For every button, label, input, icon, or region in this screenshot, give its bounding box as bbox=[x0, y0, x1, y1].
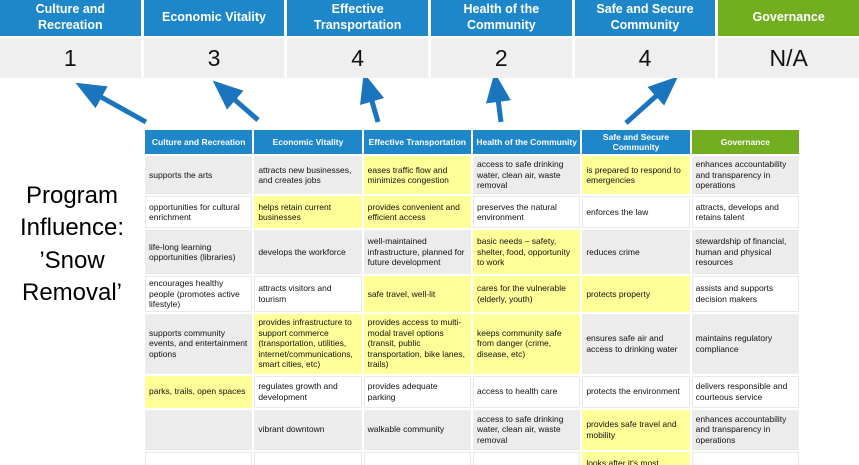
matrix-header-economic-vitality: Economic Vitality bbox=[254, 130, 362, 154]
matrix-cell-highlighted: keeps community safe from danger (crime,… bbox=[472, 313, 581, 374]
scoreboard: Culture and Recreation Economic Vitality E… bbox=[0, 0, 859, 78]
score-value-economic-vitality: 3 bbox=[143, 38, 285, 78]
matrix-body: supports the arts attracts new businesses… bbox=[145, 156, 799, 465]
arrow-layer bbox=[75, 78, 679, 125]
matrix-cell: attracts visitors and tourism bbox=[254, 276, 362, 312]
matrix-header-governance: Governance bbox=[691, 130, 799, 154]
matrix-cell: attracts new businesses, and creates job… bbox=[254, 156, 362, 194]
matrix-cell-highlighted: cares for the vulnerable (elderly, youth… bbox=[472, 276, 581, 312]
scoreboard-header-economic-vitality: Economic Vitality bbox=[143, 0, 285, 36]
score-value-safe-and-secure-community: 4 bbox=[574, 38, 716, 78]
matrix-cell: enhances accountability and transparency… bbox=[691, 156, 799, 194]
matrix-row: encourages healthy people (promotes acti… bbox=[145, 276, 799, 312]
matrix-cell: assists and supports decision makers bbox=[691, 276, 799, 312]
matrix-row: life-long learning opportunities (librar… bbox=[145, 230, 799, 274]
matrix-cell bbox=[363, 451, 471, 465]
matrix-cell-highlighted: provides infrastructure to support comme… bbox=[254, 313, 362, 374]
arrow-up-left-icon bbox=[75, 82, 148, 125]
matrix-cell: life-long learning opportunities (librar… bbox=[145, 230, 253, 274]
matrix-row: supports the arts attracts new businesses… bbox=[145, 156, 799, 194]
matrix-header-effective-transportation: Effective Transportation bbox=[363, 130, 471, 154]
arrow-up-right-icon bbox=[624, 78, 679, 125]
matrix-cell-highlighted: is prepared to respond to emergencies bbox=[582, 156, 690, 194]
matrix-cell-highlighted: helps retain current businesses bbox=[254, 196, 362, 228]
matrix-cell: access to safe drinking water, clean air… bbox=[472, 156, 581, 194]
matrix-cell-highlighted: eases traffic flow and minimizes congest… bbox=[363, 156, 471, 194]
matrix-cell: encourages healthy people (promotes acti… bbox=[145, 276, 253, 312]
score-value-health-of-the-community: 2 bbox=[431, 38, 572, 78]
matrix-cell-highlighted: safe travel, well-lit bbox=[363, 276, 471, 312]
matrix-row: opportunities for cultural enrichment hel… bbox=[145, 196, 799, 228]
matrix-cell: reduces crime bbox=[582, 230, 690, 274]
matrix-cell: opportunities for cultural enrichment bbox=[145, 196, 253, 228]
matrix-cell-highlighted: protects property bbox=[582, 276, 690, 312]
matrix-header-culture-and-recreation: Culture and Recreation bbox=[145, 130, 253, 154]
matrix-cell bbox=[691, 451, 799, 465]
matrix-cell: maintains regulatory compliance bbox=[691, 313, 799, 374]
matrix-cell-highlighted: looks after it's most vulnerable bbox=[582, 451, 690, 465]
matrix-row: parks, trails, open spaces regulates grow… bbox=[145, 375, 799, 408]
matrix-cell: delivers responsible and courteous servi… bbox=[691, 375, 799, 408]
influence-matrix: Culture and Recreation Economic Vitality E… bbox=[143, 128, 801, 465]
matrix-cell: supports community events, and entertain… bbox=[145, 313, 253, 374]
matrix-cell: supports the arts bbox=[145, 156, 253, 194]
score-value-effective-transportation: 4 bbox=[287, 38, 428, 78]
matrix-cell bbox=[145, 409, 253, 450]
matrix-cell: regulates growth and development bbox=[254, 375, 362, 408]
matrix-cell: develops the workforce bbox=[254, 230, 362, 274]
score-value-culture-and-recreation: 1 bbox=[0, 38, 141, 78]
matrix-cell: enhances accountability and transparency… bbox=[691, 409, 799, 450]
scoreboard-header-safe-and-secure-community: Safe and Secure Community bbox=[574, 0, 716, 36]
matrix-cell: walkable community bbox=[363, 409, 471, 450]
matrix-cell bbox=[472, 451, 581, 465]
scoreboard-header-effective-transportation: Effective Transportation bbox=[287, 0, 428, 36]
matrix-cell-highlighted: basic needs – safety, shelter, food, opp… bbox=[472, 230, 581, 274]
arrow-up-left-icon bbox=[212, 80, 260, 122]
matrix-row: supports community events, and entertain… bbox=[145, 313, 799, 374]
matrix-cell-highlighted: provides access to multi-modal travel op… bbox=[363, 313, 471, 374]
matrix-cell: access to health care bbox=[472, 375, 581, 408]
matrix-header-health-of-the-community: Health of the Community bbox=[472, 130, 581, 154]
matrix-cell: vibrant downtown bbox=[254, 409, 362, 450]
matrix-cell: attracts, develops and retains talent bbox=[691, 196, 799, 228]
matrix-row: vibrant downtown walkable community access… bbox=[145, 409, 799, 450]
matrix-cell bbox=[145, 451, 253, 465]
arrow-up-icon bbox=[360, 78, 385, 123]
scoreboard-header-governance: Governance bbox=[718, 0, 859, 36]
score-value-governance: N/A bbox=[718, 38, 859, 78]
matrix-cell-highlighted: parks, trails, open spaces bbox=[145, 375, 253, 408]
matrix-header-row: Culture and Recreation Economic Vitality E… bbox=[145, 130, 799, 154]
arrow-up-icon bbox=[486, 78, 511, 123]
matrix-cell-highlighted: provides safe travel and mobility bbox=[582, 409, 690, 450]
matrix-cell: ensures safe air and access to drinking … bbox=[582, 313, 690, 374]
matrix-cell: stewardship of financial, human and phys… bbox=[691, 230, 799, 274]
matrix-cell: provides adequate parking bbox=[363, 375, 471, 408]
matrix-cell: protects the environment bbox=[582, 375, 690, 408]
matrix-row: looks after it's most vulnerable bbox=[145, 451, 799, 465]
program-influence-label: Program Influence: ’Snow Removal’ bbox=[19, 182, 125, 307]
matrix-cell: enforces the law bbox=[582, 196, 690, 228]
matrix-cell: well-maintained infrastructure, planned … bbox=[363, 230, 471, 274]
scoreboard-header-culture-and-recreation: Culture and Recreation bbox=[0, 0, 141, 36]
matrix-cell bbox=[254, 451, 362, 465]
matrix-cell-highlighted: provides convenient and efficient access bbox=[363, 196, 471, 228]
matrix-cell: access to safe drinking water, clean air… bbox=[472, 409, 581, 450]
scoreboard-header-health-of-the-community: Health of the Community bbox=[431, 0, 572, 36]
matrix-header-safe-and-secure-community: Safe and Secure Community bbox=[582, 130, 690, 154]
matrix-cell: preserves the natural environment bbox=[472, 196, 581, 228]
